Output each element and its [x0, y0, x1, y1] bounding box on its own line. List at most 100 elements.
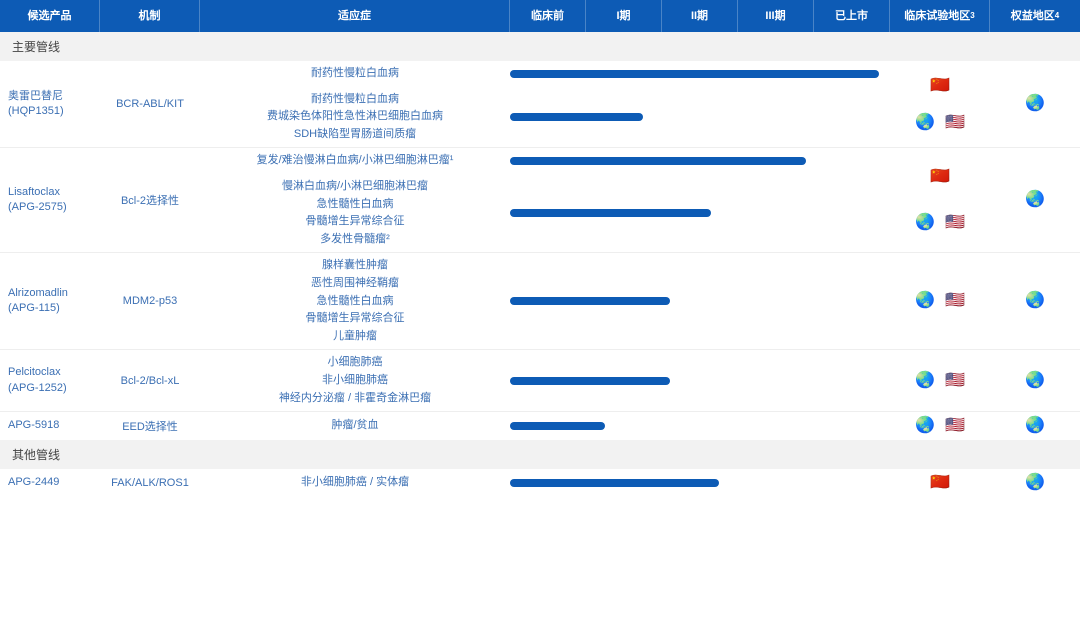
- phase-bar-track: [510, 155, 890, 167]
- indication-line: 急性髓性白血病: [206, 196, 504, 214]
- usa-icon: 🇺🇸: [945, 293, 965, 309]
- trial-region-icons: 🇨🇳: [930, 475, 950, 491]
- indication-text: 非小细胞肺癌 / 实体瘤: [200, 472, 510, 494]
- trial-region-cell: 🇨🇳: [890, 469, 990, 497]
- phase-bar-track: [510, 295, 890, 307]
- indication-sub-row: 非小细胞肺癌 / 实体瘤: [200, 470, 890, 496]
- product-cell: Alrizomadlin(APG-115): [0, 253, 100, 349]
- rights-region-cell: 🌏: [990, 148, 1080, 252]
- product-cell: Lisaftoclax(APG-2575): [0, 148, 100, 252]
- mechanism-cell: BCR-ABL/KIT: [100, 61, 200, 147]
- main-pipeline-body: 奥雷巴替尼(HQP1351)BCR-ABL/KIT耐药性慢粒白血病耐药性慢粒白血…: [0, 61, 1080, 440]
- globe-icon: 🌏: [915, 373, 935, 389]
- globe-icon: 🌏: [1025, 192, 1045, 208]
- trial-region-icons: 🌏🇺🇸: [915, 356, 965, 405]
- indication-line: 肿瘤/贫血: [206, 417, 504, 435]
- indication-phase-cell: 肿瘤/贫血: [200, 412, 890, 440]
- col-trial-region-sup: 3: [970, 12, 974, 21]
- indication-sub-row: 小细胞肺癌非小细胞肺癌神经内分泌瘤 / 非霍奇金淋巴瘤: [200, 350, 890, 411]
- indication-line: 复发/难治慢淋白血病/小淋巴细胞淋巴瘤¹: [206, 152, 504, 170]
- product-name: 奥雷巴替尼: [8, 89, 92, 104]
- indication-line: 神经内分泌瘤 / 非霍奇金淋巴瘤: [206, 390, 504, 408]
- phase-bar-track: [510, 111, 890, 123]
- phase-bar: [510, 422, 605, 430]
- phase-bar-track: [510, 207, 890, 219]
- globe-icon: 🌏: [1025, 293, 1045, 309]
- col-phase1: I期: [586, 0, 662, 32]
- indication-text: 肿瘤/贫血: [200, 415, 510, 437]
- drug-row: Alrizomadlin(APG-115)MDM2-p53腺样囊性肿瘤恶性周围神…: [0, 253, 1080, 350]
- drug-row: Pelcitoclax(APG-1252)Bcl-2/Bcl-xL小细胞肺癌非小…: [0, 350, 1080, 412]
- phase-bar: [510, 479, 719, 487]
- product-name: Lisaftoclax: [8, 185, 92, 200]
- trial-region-cell: 🌏 🇺🇸: [890, 412, 990, 440]
- indication-sub-row: 腺样囊性肿瘤恶性周围神经鞘瘤急性髓性白血病骨髓增生异常综合征儿童肿瘤: [200, 253, 890, 349]
- trial-region-icons: 🌏🇺🇸: [915, 259, 965, 343]
- indication-line: 非小细胞肺癌 / 实体瘤: [206, 474, 504, 492]
- mechanism-cell: MDM2-p53: [100, 253, 200, 349]
- indication-text: 小细胞肺癌非小细胞肺癌神经内分泌瘤 / 非霍奇金淋巴瘤: [200, 352, 510, 409]
- indication-sub-row: 肿瘤/贫血: [200, 413, 890, 439]
- globe-icon: 🌏: [1025, 418, 1045, 434]
- phase-bar: [510, 70, 879, 78]
- indication-text: 耐药性慢粒白血病: [200, 63, 510, 85]
- product-cell: 奥雷巴替尼(HQP1351): [0, 61, 100, 147]
- indication-line: 骨髓增生异常综合征: [206, 213, 504, 231]
- drug-row: 奥雷巴替尼(HQP1351)BCR-ABL/KIT耐药性慢粒白血病耐药性慢粒白血…: [0, 61, 1080, 148]
- drug-row: APG-5918EED选择性肿瘤/贫血 🌏 🇺🇸 🌏: [0, 412, 1080, 440]
- trial-region-icons: 🇨🇳: [930, 67, 950, 104]
- phase-bar: [510, 209, 711, 217]
- col-phase3: III期: [738, 0, 814, 32]
- product-code: (APG-115): [8, 301, 92, 316]
- product-code: (APG-1252): [8, 381, 92, 396]
- usa-icon: 🇺🇸: [945, 418, 965, 434]
- indication-text: 慢淋白血病/小淋巴细胞淋巴瘤急性髓性白血病骨髓增生异常综合征多发性骨髓瘤²: [200, 176, 510, 250]
- china-icon: 🇨🇳: [930, 169, 950, 185]
- indication-text: 耐药性慢粒白血病费城染色体阳性急性淋巴细胞白血病SDH缺陷型胃肠道间质瘤: [200, 89, 510, 146]
- indication-text: 腺样囊性肿瘤恶性周围神经鞘瘤急性髓性白血病骨髓增生异常综合征儿童肿瘤: [200, 255, 510, 347]
- indication-phase-cell: 复发/难治慢淋白血病/小淋巴细胞淋巴瘤¹ 慢淋白血病/小淋巴细胞淋巴瘤急性髓性白血…: [200, 148, 890, 252]
- indication-line: 儿童肿瘤: [206, 328, 504, 346]
- mechanism-cell: Bcl-2/Bcl-xL: [100, 350, 200, 411]
- globe-icon: 🌏: [1025, 475, 1045, 491]
- product-cell: APG-5918: [0, 412, 100, 440]
- mechanism-cell: EED选择性: [100, 412, 200, 440]
- globe-icon: 🌏: [915, 418, 935, 434]
- col-preclinical: 临床前: [510, 0, 586, 32]
- phase-bar: [510, 113, 643, 121]
- mechanism-cell: Bcl-2选择性: [100, 148, 200, 252]
- col-phase2: II期: [662, 0, 738, 32]
- rights-region-cell: 🌏: [990, 412, 1080, 440]
- col-product: 候选产品: [0, 0, 100, 32]
- col-trial-region: 临床试验地区3: [890, 0, 990, 32]
- other-pipeline-body: APG-2449FAK/ALK/ROS1 非小细胞肺癌 / 实体瘤 🇨🇳 🌏: [0, 469, 1080, 497]
- mechanism-cell: FAK/ALK/ROS1: [100, 469, 200, 497]
- phase-bar: [510, 157, 806, 165]
- indication-line: 耐药性慢粒白血病: [206, 65, 504, 83]
- phase-bar-track: [510, 477, 890, 489]
- indication-line: 小细胞肺癌: [206, 354, 504, 372]
- indication-line: 恶性周围神经鞘瘤: [206, 275, 504, 293]
- product-cell: APG-2449: [0, 469, 100, 497]
- product-cell: Pelcitoclax(APG-1252): [0, 350, 100, 411]
- globe-icon: 🌏: [1025, 96, 1045, 112]
- indication-line: 耐药性慢粒白血病: [206, 91, 504, 109]
- indication-line: SDH缺陷型胃肠道间质瘤: [206, 126, 504, 144]
- drug-row: Lisaftoclax(APG-2575)Bcl-2选择性复发/难治慢淋白血病/…: [0, 148, 1080, 253]
- section-main-pipeline: 主要管线: [0, 32, 1080, 61]
- rights-region-cell: 🌏: [990, 350, 1080, 411]
- usa-icon: 🇺🇸: [945, 115, 965, 131]
- trial-region-icons: 🇨🇳: [930, 154, 950, 200]
- indication-line: 非小细胞肺癌: [206, 372, 504, 390]
- indication-line: 腺样囊性肿瘤: [206, 257, 504, 275]
- rights-region-cell: 🌏: [990, 61, 1080, 147]
- indication-line: 多发性骨髓瘤²: [206, 231, 504, 249]
- indication-sub-row: 耐药性慢粒白血病: [200, 61, 890, 87]
- indication-phase-cell: 耐药性慢粒白血病耐药性慢粒白血病费城染色体阳性急性淋巴细胞白血病SDH缺陷型胃肠…: [200, 61, 890, 147]
- phase-bar: [510, 377, 670, 385]
- product-code: (HQP1351): [8, 104, 92, 119]
- globe-icon: 🌏: [915, 215, 935, 231]
- china-icon: 🇨🇳: [930, 78, 950, 94]
- trial-region-cell: 🇨🇳🌏🇺🇸: [890, 61, 990, 147]
- table-header: 候选产品 机制 适应症 临床前 I期 II期 III期 已上市 临床试验地区3 …: [0, 0, 1080, 32]
